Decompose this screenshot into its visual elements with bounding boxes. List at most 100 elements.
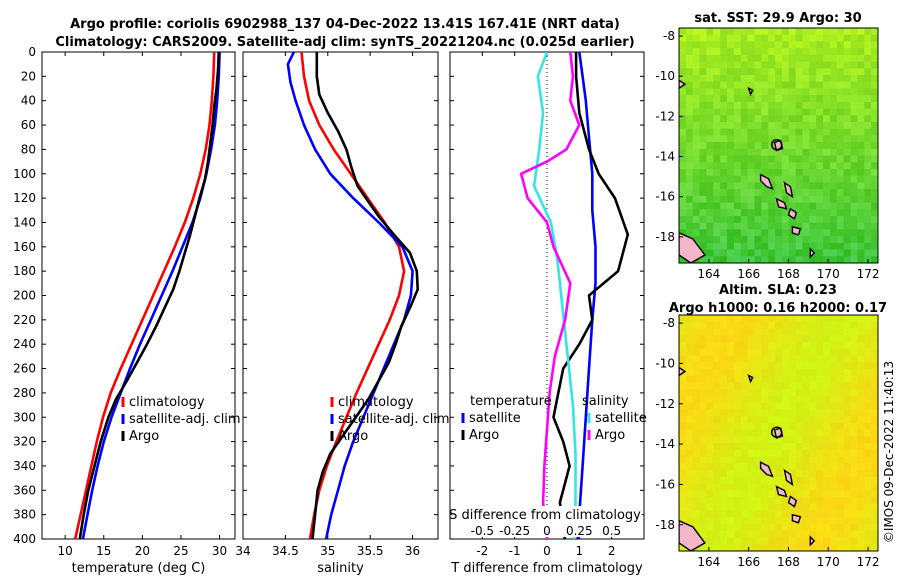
map-cell — [685, 108, 694, 116]
map-cell — [733, 449, 742, 458]
map-cell — [685, 68, 694, 76]
map-cell — [706, 409, 714, 417]
map-cell — [747, 355, 756, 363]
legend-label: Argo — [595, 428, 625, 443]
map-cell — [768, 108, 776, 116]
map-cell — [679, 510, 687, 518]
secondary-x-tick-label: -0.25 — [499, 524, 530, 538]
x-tick-label: 20 — [135, 544, 150, 558]
map-cell — [727, 115, 735, 123]
map-cell — [871, 175, 878, 183]
map-cell — [733, 517, 742, 525]
map-cell — [788, 389, 797, 397]
map-cell — [754, 95, 762, 103]
map-cell — [720, 155, 728, 163]
map-cell — [706, 101, 714, 110]
map-cell — [795, 537, 804, 545]
map-cell — [843, 348, 852, 356]
map-cell — [699, 476, 708, 485]
map-cell — [857, 355, 865, 363]
map-cell — [781, 41, 790, 49]
map-cell — [733, 256, 742, 263]
map-cell — [864, 34, 872, 42]
map-cell — [816, 28, 824, 36]
map-cell — [692, 115, 701, 123]
map-cell — [781, 81, 790, 89]
map-cell — [754, 524, 762, 532]
map-cell — [788, 41, 797, 49]
x-tick-label: 166 — [737, 267, 760, 281]
map-cell — [864, 456, 872, 464]
map-cell — [802, 422, 810, 431]
map-cell — [706, 61, 714, 69]
map-cell — [679, 95, 687, 103]
map-cell — [740, 342, 749, 350]
map-cell — [823, 202, 831, 210]
map-cell — [850, 422, 859, 431]
map-cell — [816, 382, 824, 390]
map-cell — [857, 148, 865, 157]
map-cell — [871, 395, 878, 404]
map-cell — [788, 242, 797, 251]
map-cell — [706, 497, 714, 505]
map-cell — [713, 122, 721, 130]
y-tick-label: 320 — [13, 435, 36, 449]
map-cell — [720, 490, 728, 498]
map-cell — [720, 429, 728, 437]
map-cell — [740, 34, 749, 42]
map-cell — [775, 115, 783, 123]
map-cell — [781, 328, 790, 336]
figure-title-line1: Argo profile: coriolis 6902988_137 04-De… — [70, 17, 620, 32]
map-cell — [775, 122, 783, 130]
x-tick-label: 1 — [576, 544, 584, 558]
map-cell — [768, 41, 776, 49]
map-cell — [781, 128, 790, 136]
map-cell — [699, 395, 708, 404]
map-cell — [795, 169, 804, 177]
map-cell — [850, 81, 859, 89]
map-cell — [768, 229, 776, 237]
map-cell — [733, 429, 742, 437]
map-cell — [768, 128, 776, 136]
map-cell — [788, 443, 797, 451]
map-cell — [679, 88, 687, 96]
map-cell — [809, 490, 817, 498]
map-cell — [850, 328, 859, 336]
island-outline — [783, 468, 794, 486]
map-cell — [727, 48, 735, 56]
map-cell — [816, 222, 824, 230]
y-tick-label: 240 — [13, 337, 36, 351]
map-cell — [864, 95, 872, 103]
map-cell — [795, 389, 804, 397]
map-cell — [802, 229, 810, 237]
map-cell — [843, 335, 852, 343]
map-cell — [761, 88, 769, 96]
map-cell — [830, 402, 838, 410]
map-cell — [727, 348, 735, 356]
map-cell — [768, 382, 776, 390]
map-cell — [747, 108, 756, 116]
map-cell — [871, 429, 878, 437]
map-cell — [720, 28, 728, 36]
map-cell — [830, 182, 838, 190]
map-cell — [809, 456, 817, 464]
map-cell — [836, 68, 845, 76]
map-cell — [747, 41, 756, 49]
map-cell — [740, 54, 749, 63]
map-cell — [720, 375, 728, 383]
map-cell — [706, 128, 714, 136]
map-cell — [830, 122, 838, 130]
map-cell — [823, 222, 831, 230]
map-cell — [768, 61, 776, 69]
y-tick-label: 180 — [13, 264, 36, 278]
map-cell — [720, 229, 728, 237]
map-cell — [871, 81, 878, 89]
map-cell — [706, 402, 714, 410]
map-cell — [809, 101, 817, 110]
map-cell — [733, 222, 742, 230]
map-cell — [830, 476, 838, 485]
map-cell — [857, 463, 865, 471]
map-cell — [775, 524, 783, 532]
map-cell — [788, 175, 797, 183]
map-cell — [802, 436, 810, 444]
